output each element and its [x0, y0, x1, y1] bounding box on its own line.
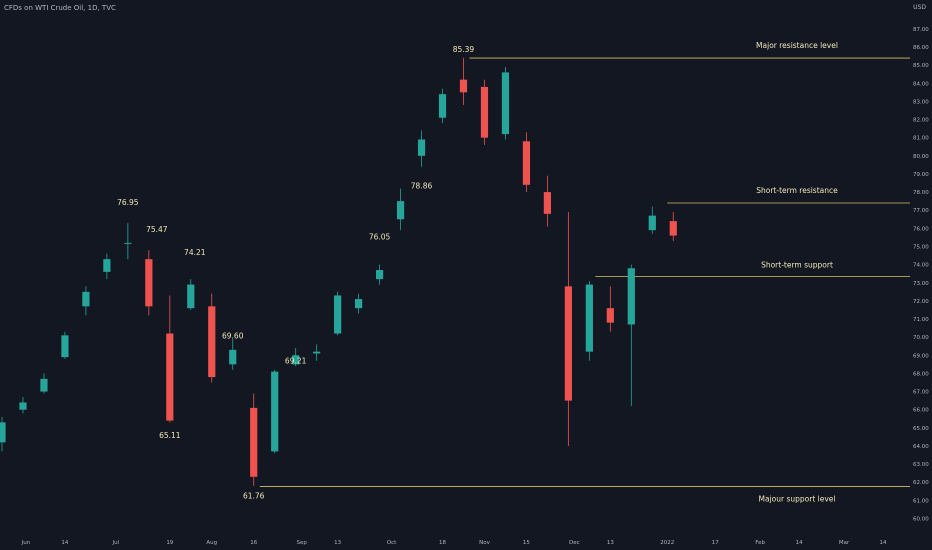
- candle-body: [271, 371, 279, 452]
- y-tick-label: 60.00: [913, 516, 929, 522]
- price-annotation: 69.60: [222, 331, 244, 340]
- x-tick-label: 16: [250, 540, 257, 546]
- x-tick-label: Jun: [21, 540, 31, 546]
- y-tick-label: 76.00: [913, 226, 929, 232]
- candle-body: [669, 221, 677, 236]
- y-tick-label: 72.00: [913, 299, 929, 305]
- candle-body: [292, 355, 300, 365]
- candle-body: [61, 335, 69, 358]
- candle-body: [208, 306, 216, 378]
- price-annotation: 78.86: [411, 181, 433, 190]
- price-annotation: 75.47: [146, 225, 168, 234]
- currency-label: USD: [913, 4, 926, 11]
- x-tick-label: Jul: [112, 540, 120, 546]
- y-tick-label: 74.00: [913, 263, 929, 269]
- x-tick-label: 14: [796, 540, 803, 546]
- y-tick-label: 65.00: [913, 426, 929, 432]
- y-tick-label: 73.00: [913, 281, 929, 287]
- level-label: Short-term resistance: [756, 186, 838, 195]
- price-annotation: 61.76: [243, 492, 265, 501]
- candle-body: [585, 284, 593, 352]
- x-tick-label: Sep: [296, 540, 307, 546]
- x-tick-label: 14: [61, 540, 68, 546]
- x-tick-label: Nov: [479, 540, 490, 546]
- candle-body: [375, 270, 384, 280]
- candle-body: [145, 259, 153, 307]
- price-annotation: 85.39: [453, 45, 475, 54]
- level-label: Short-term support: [761, 260, 833, 269]
- candle-body: [19, 402, 27, 410]
- y-tick-label: 63.00: [913, 462, 929, 468]
- y-tick-label: 85.00: [913, 63, 929, 69]
- y-tick-label: 82.00: [913, 118, 929, 124]
- y-tick-label: 66.00: [913, 408, 929, 414]
- candle-body: [543, 192, 551, 214]
- y-tick-label: 81.00: [913, 136, 929, 142]
- candle-body: [501, 72, 510, 135]
- candle-body: [564, 286, 572, 401]
- x-tick-label: Dec: [569, 540, 580, 546]
- level-label: Major resistance level: [756, 41, 838, 50]
- x-tick-label: 2022: [660, 540, 674, 546]
- y-tick-label: 84.00: [913, 81, 929, 87]
- candle-body: [480, 86, 489, 138]
- candle-body: [355, 299, 363, 309]
- y-tick-label: 68.00: [913, 371, 929, 377]
- y-tick-label: 62.00: [913, 480, 929, 486]
- candle-body: [0, 422, 6, 443]
- y-tick-label: 83.00: [913, 99, 929, 105]
- y-tick-label: 79.00: [913, 172, 929, 178]
- y-tick-label: 80.00: [913, 154, 929, 160]
- level-label: Majour support level: [759, 495, 836, 504]
- x-tick-label: Mar: [839, 540, 850, 546]
- candle-body: [334, 295, 342, 334]
- candle-body: [522, 141, 531, 185]
- candle-body: [396, 201, 405, 220]
- price-annotation: 74.21: [184, 248, 206, 257]
- candle-body: [187, 284, 195, 309]
- candle-body: [459, 79, 468, 93]
- y-tick-label: 86.00: [913, 45, 929, 51]
- candle-body: [250, 407, 258, 477]
- candle-body: [313, 351, 321, 354]
- y-tick-label: 75.00: [913, 244, 929, 250]
- y-tick-label: 78.00: [913, 190, 929, 196]
- candle-body: [648, 215, 656, 231]
- x-tick-label: Aug: [206, 540, 217, 546]
- x-tick-label: Feb: [755, 540, 765, 546]
- candle-body: [166, 333, 174, 421]
- candle-body: [82, 291, 90, 307]
- candle-body: [606, 308, 614, 323]
- x-tick-label: 13: [607, 540, 614, 546]
- candle-body: [40, 378, 48, 392]
- x-tick-label: 18: [439, 540, 446, 546]
- y-tick-label: 61.00: [913, 498, 929, 504]
- candle-body: [438, 94, 447, 118]
- y-tick-label: 71.00: [913, 317, 929, 323]
- price-annotation: 65.11: [159, 431, 181, 440]
- y-tick-label: 87.00: [913, 27, 929, 33]
- y-tick-label: 69.00: [913, 353, 929, 359]
- y-tick-label: 70.00: [913, 335, 929, 341]
- x-tick-label: 17: [712, 540, 719, 546]
- x-tick-label: 19: [166, 540, 173, 546]
- price-annotation: 69.21: [285, 356, 307, 365]
- price-annotation: 76.05: [369, 232, 391, 241]
- y-tick-label: 64.00: [913, 444, 929, 450]
- candle-body: [124, 242, 132, 244]
- x-tick-label: 15: [523, 540, 530, 546]
- candle-body: [229, 349, 237, 365]
- x-tick-label: 14: [880, 540, 887, 546]
- candle-body: [627, 268, 635, 325]
- x-tick-label: Oct: [387, 540, 397, 546]
- candle-body: [417, 139, 426, 156]
- x-tick-label: 13: [334, 540, 341, 546]
- candle-body: [103, 259, 111, 272]
- y-tick-label: 67.00: [913, 390, 929, 396]
- chart-title: CFDs on WTI Crude Oil, 1D, TVC: [4, 4, 116, 12]
- y-tick-label: 77.00: [913, 208, 929, 214]
- price-annotation: 76.95: [117, 198, 139, 207]
